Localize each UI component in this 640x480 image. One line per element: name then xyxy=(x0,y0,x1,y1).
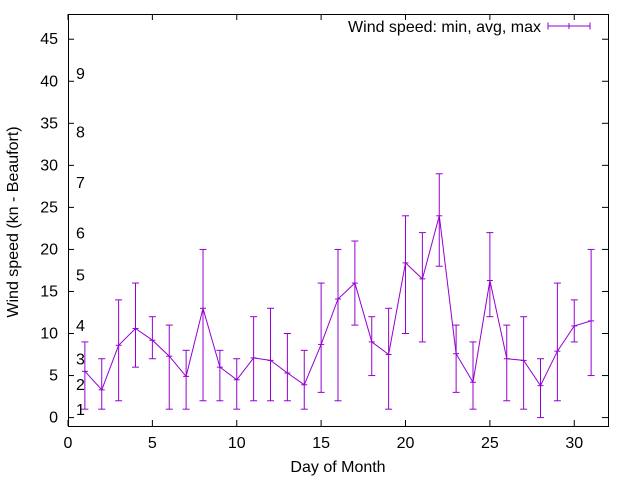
x-tick-label: 10 xyxy=(228,435,246,452)
y-tick-label: 35 xyxy=(40,115,58,132)
y-tick-label: 20 xyxy=(40,241,58,258)
y-tick-label: 5 xyxy=(49,368,58,385)
y-tick-label: 45 xyxy=(40,31,58,48)
x-tick-label: 20 xyxy=(397,435,415,452)
x-tick-label: 25 xyxy=(481,435,499,452)
y-tick-label: 40 xyxy=(40,73,58,90)
chart-marks xyxy=(81,173,595,419)
beaufort-label: 3 xyxy=(76,352,85,369)
beaufort-label: 4 xyxy=(76,318,85,335)
x-tick-label: 30 xyxy=(565,435,583,452)
beaufort-label: 1 xyxy=(76,402,85,419)
x-tick-label: 5 xyxy=(148,435,157,452)
x-tick-label: 15 xyxy=(312,435,330,452)
beaufort-label: 5 xyxy=(76,268,85,285)
y-tick-label: 15 xyxy=(40,283,58,300)
x-axis: 0 5 10 15 20 25 30 xyxy=(64,14,583,452)
y-tick-label: 0 xyxy=(49,410,58,427)
beaufort-label: 6 xyxy=(76,226,85,243)
beaufort-scale-annotations: 1 2 3 4 5 6 7 8 9 xyxy=(76,66,85,419)
x-tick-label: 0 xyxy=(64,435,73,452)
legend: Wind speed: min, avg, max xyxy=(348,19,591,36)
legend-label: Wind speed: min, avg, max xyxy=(348,19,541,36)
y-tick-label: 10 xyxy=(40,326,58,343)
y-axis-label: Wind speed (kn - Beaufort) xyxy=(5,126,22,317)
beaufort-label: 9 xyxy=(76,66,85,83)
beaufort-label: 7 xyxy=(76,175,85,192)
plot-frame xyxy=(68,14,609,427)
x-axis-label: Day of Month xyxy=(290,459,385,476)
y-tick-label: 30 xyxy=(40,157,58,174)
y-tick-label: 25 xyxy=(40,199,58,216)
beaufort-label: 8 xyxy=(76,125,85,142)
beaufort-label: 2 xyxy=(76,377,85,394)
